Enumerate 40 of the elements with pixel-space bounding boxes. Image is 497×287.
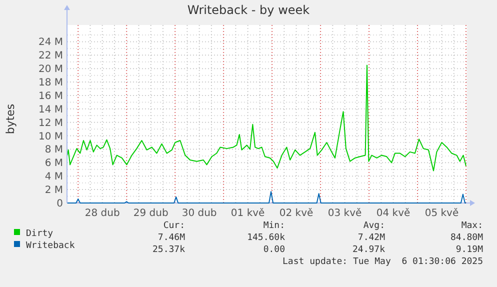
- text: 7.46M: [158, 233, 186, 243]
- y-tick-label: 14 M: [38, 104, 63, 116]
- text: 9.19M: [456, 245, 484, 255]
- x-tick-label: 30 dub: [182, 208, 217, 219]
- x-tick-label: 05 kvě: [424, 208, 459, 219]
- y-tick-label: 18 M: [38, 78, 63, 89]
- x-tick-label: 02 kvě: [279, 208, 314, 219]
- legend-label: Writeback: [26, 241, 76, 251]
- legend-label: Dirty: [26, 229, 54, 239]
- text: Cur:: [163, 221, 185, 231]
- x-tick-label: 01 kvě: [230, 208, 265, 219]
- y-tick-label: 0: [56, 198, 63, 210]
- x-tick-label: 28 dub: [84, 208, 120, 219]
- y-tick-label: 6 M: [44, 158, 63, 170]
- x-tick-label: 29 dub: [133, 208, 168, 219]
- chart-title: Writeback - by week: [187, 3, 310, 17]
- text: 84.80M: [450, 233, 484, 243]
- y-tick-label: 20 M: [38, 64, 63, 76]
- y-tick-label: 2 M: [44, 185, 63, 196]
- y-tick-label: 16 M: [38, 90, 63, 102]
- text: Avg:: [363, 221, 385, 231]
- y-tick-label: 24 M: [38, 37, 63, 48]
- text: 145.60k: [247, 233, 286, 243]
- y-tick-label: 12 M: [38, 118, 63, 129]
- text: 0.00: [263, 245, 285, 255]
- text: 25.37k: [152, 245, 186, 255]
- text: Max:: [461, 221, 483, 231]
- y-axis-title: bytes: [4, 104, 17, 134]
- y-tick-label: 8 M: [44, 144, 63, 156]
- text: Last update: Tue May 6 01:30:06 2025: [282, 257, 483, 267]
- line-series: [66, 191, 466, 204]
- y-tick-label: 10 M: [38, 131, 63, 142]
- y-tick-label: 4 M: [44, 172, 63, 183]
- line-series: [66, 64, 466, 172]
- text: Min:: [263, 221, 285, 231]
- text: 24.97k: [352, 245, 386, 255]
- y-tick-label: 22 M: [38, 50, 63, 62]
- x-tick-label: 03 kvě: [328, 208, 362, 219]
- text: 7.42M: [358, 233, 386, 243]
- x-tick-label: 04 kvě: [376, 208, 410, 219]
